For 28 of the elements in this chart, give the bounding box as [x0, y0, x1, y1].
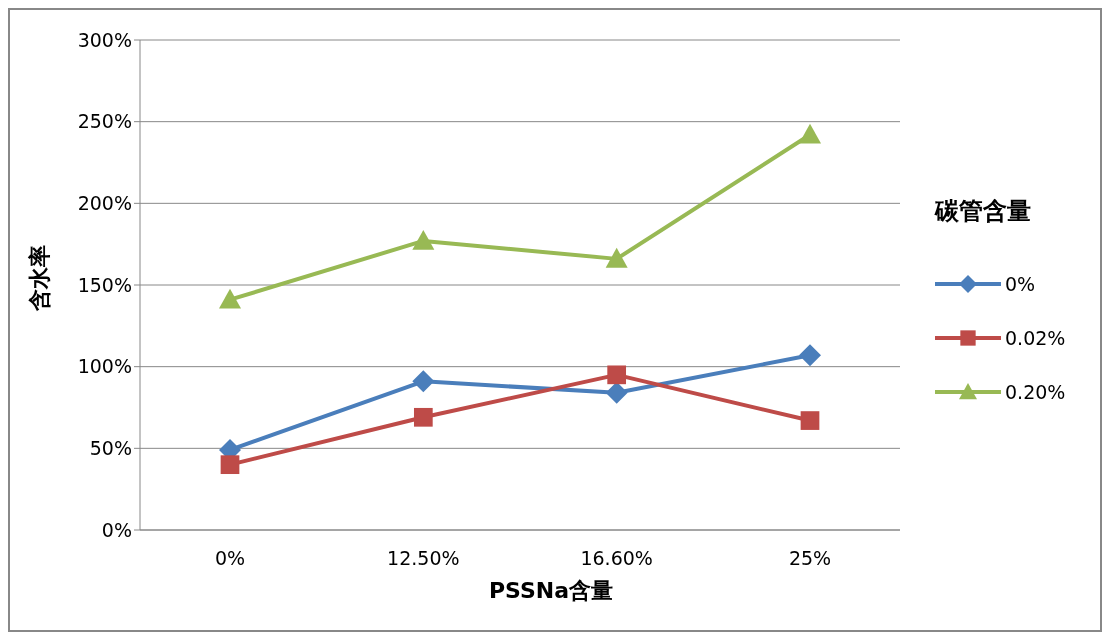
- legend-label: 0%: [1005, 273, 1036, 295]
- y-tick-label: 100%: [77, 355, 132, 378]
- legend-label: 0.20%: [1005, 381, 1066, 403]
- x-tick-label: 0%: [214, 547, 246, 570]
- point: [413, 407, 433, 427]
- x-tick-label: 25%: [788, 547, 832, 570]
- point: [607, 365, 627, 385]
- point: [219, 288, 241, 309]
- y-tick-label: 200%: [77, 192, 132, 215]
- point: [412, 229, 435, 250]
- y-tick-label: 300%: [77, 28, 132, 51]
- x-tick-label: 16.60%: [580, 547, 653, 570]
- point: [605, 381, 628, 404]
- y-axis-title: 含水率: [26, 245, 53, 311]
- point: [799, 344, 821, 367]
- x-tick-label: 12.50%: [387, 547, 460, 570]
- point: [605, 247, 628, 268]
- y-tick-label: 0%: [101, 518, 132, 541]
- y-tick-label: 50%: [89, 437, 132, 460]
- point: [220, 455, 240, 475]
- legend-label: 0.02%: [1005, 327, 1066, 349]
- x-axis-title: PSSNa含量: [488, 577, 614, 605]
- point: [412, 370, 435, 393]
- y-tick-label: 150%: [77, 273, 132, 296]
- point: [800, 411, 820, 430]
- y-tick-label: 250%: [77, 110, 132, 133]
- point: [799, 123, 821, 144]
- legend-title: 碳管含量: [935, 196, 1032, 227]
